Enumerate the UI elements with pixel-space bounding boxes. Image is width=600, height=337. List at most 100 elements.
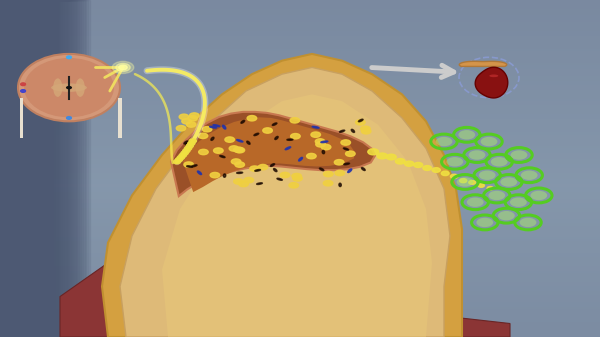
Bar (0, 332, 600, 335)
Bar (0, 33, 600, 36)
Bar (0, 173, 600, 175)
Circle shape (432, 168, 440, 172)
Ellipse shape (490, 74, 498, 77)
Bar (0, 141, 600, 144)
Circle shape (511, 150, 527, 160)
Circle shape (289, 183, 299, 188)
Bar (0, 31, 600, 34)
Circle shape (189, 139, 196, 143)
Bar (0, 0, 13, 337)
Circle shape (20, 90, 25, 92)
Bar (0, 155, 600, 157)
Circle shape (233, 147, 243, 153)
Circle shape (235, 162, 245, 167)
Bar (0, 0, 65, 337)
Polygon shape (120, 67, 450, 337)
Bar (0, 0, 32, 337)
Bar (0, 312, 600, 314)
Bar (0, 13, 600, 16)
Circle shape (229, 146, 239, 151)
Bar (0, 98, 600, 101)
Polygon shape (102, 54, 462, 337)
Bar (0, 16, 600, 18)
Bar (0, 236, 600, 238)
Bar (0, 280, 600, 283)
Bar (0, 18, 600, 20)
Bar (0, 240, 600, 243)
Ellipse shape (257, 183, 262, 184)
Circle shape (530, 191, 547, 200)
Circle shape (361, 128, 371, 134)
Circle shape (112, 61, 134, 73)
Bar (0, 0, 86, 337)
Ellipse shape (274, 168, 277, 172)
Circle shape (210, 173, 220, 178)
Circle shape (247, 116, 257, 121)
Bar (0, 278, 600, 281)
Bar (0, 182, 600, 184)
Bar (0, 44, 600, 47)
Circle shape (263, 128, 272, 133)
Circle shape (177, 156, 184, 160)
Ellipse shape (241, 120, 245, 123)
Bar (0, 258, 600, 261)
Circle shape (457, 177, 473, 187)
Bar (0, 310, 600, 312)
Ellipse shape (321, 141, 328, 143)
Ellipse shape (361, 167, 365, 171)
Circle shape (182, 119, 191, 124)
Bar (0, 0, 76, 337)
Bar (0, 0, 29, 337)
Circle shape (290, 133, 300, 139)
Circle shape (498, 211, 515, 220)
Bar (0, 0, 88, 337)
Circle shape (307, 153, 316, 159)
Bar (0, 166, 600, 168)
Bar (0, 213, 600, 216)
Circle shape (321, 145, 331, 150)
Bar (0, 0, 25, 337)
Circle shape (181, 151, 188, 155)
Bar (0, 105, 600, 108)
Ellipse shape (184, 141, 188, 144)
Bar (0, 209, 600, 211)
Circle shape (334, 160, 344, 165)
Bar (0, 117, 600, 119)
Bar (0, 195, 600, 198)
Bar (0, 71, 600, 74)
Bar (0, 200, 600, 202)
Ellipse shape (358, 119, 363, 122)
Bar (0, 0, 5, 337)
Circle shape (316, 142, 325, 147)
Circle shape (404, 161, 414, 166)
Bar (0, 204, 600, 207)
Bar (0, 186, 600, 189)
Bar (0, 188, 600, 191)
Bar (0, 226, 600, 229)
Circle shape (199, 149, 208, 155)
Bar (0, 0, 54, 337)
Bar (0, 0, 63, 337)
Bar (0, 285, 600, 287)
Bar (0, 276, 600, 279)
Bar (0, 47, 600, 50)
Bar (0, 251, 600, 254)
Circle shape (460, 179, 467, 183)
Polygon shape (183, 117, 355, 192)
Bar (0, 36, 600, 38)
Circle shape (184, 162, 193, 167)
Circle shape (481, 137, 497, 146)
Circle shape (67, 117, 71, 119)
Ellipse shape (271, 164, 275, 166)
Bar (0, 0, 70, 337)
Bar (0, 157, 600, 159)
Ellipse shape (255, 170, 260, 171)
Ellipse shape (348, 169, 352, 173)
Circle shape (179, 153, 187, 157)
Circle shape (323, 181, 333, 186)
Bar (0, 69, 600, 72)
Bar (0, 0, 34, 337)
Bar (0, 146, 600, 148)
Bar (0, 123, 600, 126)
Bar (0, 78, 600, 81)
